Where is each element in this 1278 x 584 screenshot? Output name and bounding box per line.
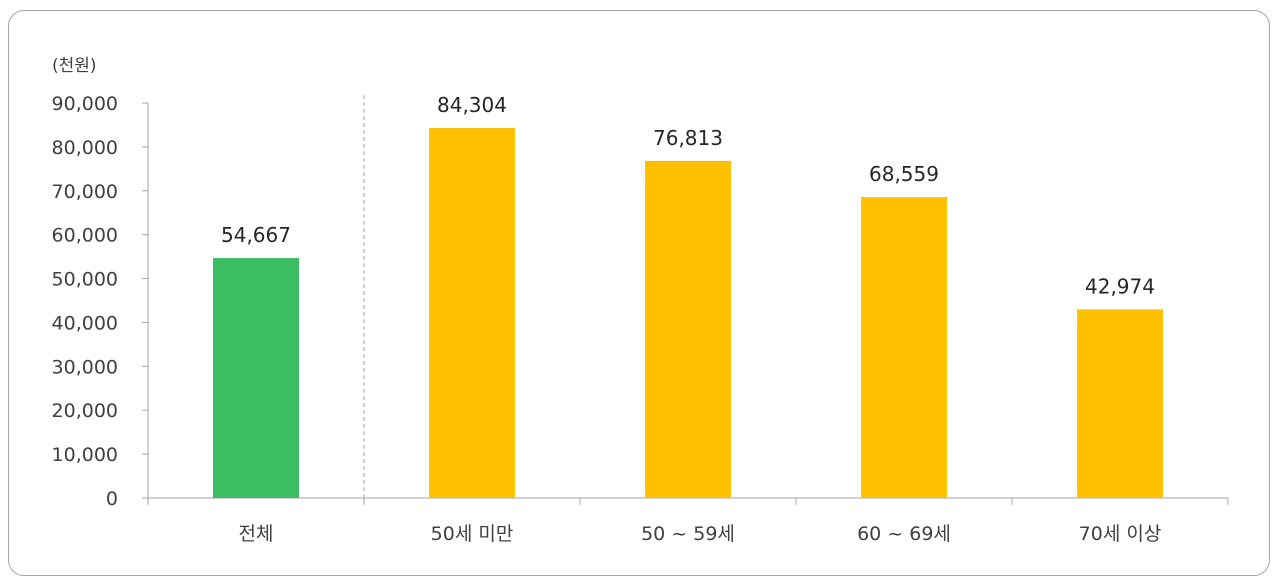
y-tick-label: 30,000 xyxy=(52,356,118,378)
y-tick-label: 60,000 xyxy=(52,225,118,247)
category-labels: 전체 50세 미만 50 ~ 59세 60 ~ 69세 70세 이상 xyxy=(239,523,1162,545)
category-label: 60 ~ 69세 xyxy=(857,523,951,545)
data-label: 76,813 xyxy=(653,126,723,150)
bar xyxy=(861,197,947,498)
category-label: 70세 이상 xyxy=(1079,523,1162,545)
unit-label: (천원) xyxy=(52,56,97,76)
y-tick-label: 10,000 xyxy=(52,444,118,466)
y-tick-label: 90,000 xyxy=(52,93,118,115)
category-label: 50 ~ 59세 xyxy=(641,523,735,545)
y-tick-label: 50,000 xyxy=(52,269,118,291)
y-tick-label: 40,000 xyxy=(52,312,118,334)
y-tick-label: 80,000 xyxy=(52,137,118,159)
data-label: 54,667 xyxy=(221,223,291,247)
data-labels: 54,667 84,304 76,813 68,559 42,974 xyxy=(221,93,1155,298)
data-label: 42,974 xyxy=(1085,274,1155,298)
y-axis: 0 10,000 20,000 30,000 40,000 50,000 60,000 70,… xyxy=(52,93,149,510)
chart-frame xyxy=(8,10,1270,576)
data-label: 84,304 xyxy=(437,93,507,117)
category-label: 전체 xyxy=(239,523,274,545)
y-tick-label: 20,000 xyxy=(52,400,118,422)
bar xyxy=(429,127,515,498)
y-tick-label: 70,000 xyxy=(52,181,118,203)
bar xyxy=(213,258,299,498)
bar xyxy=(645,160,731,498)
category-label: 50세 미만 xyxy=(431,523,514,545)
bar xyxy=(1077,309,1163,498)
y-tick-label: 0 xyxy=(106,488,118,510)
bars xyxy=(213,127,1163,498)
data-label: 68,559 xyxy=(869,162,939,186)
